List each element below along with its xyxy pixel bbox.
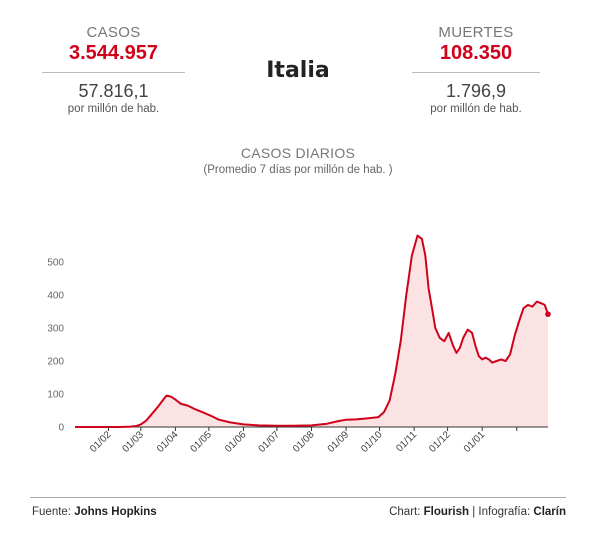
x-tick-label: 01/12: [427, 429, 453, 455]
chart-title: CASOS DIARIOS: [240, 145, 356, 161]
x-tick-label: 01/03: [120, 429, 146, 455]
x-tick-label: 01/05: [189, 429, 215, 455]
x-tick-label: 01/04: [155, 429, 181, 455]
cases-label: CASOS: [86, 24, 141, 41]
y-tick-label: 200: [47, 357, 64, 368]
source-prefix: Fuente:: [32, 506, 71, 518]
x-tick-label: 01/09: [326, 429, 352, 455]
x-tick-label: 01/02: [88, 429, 114, 455]
deaths-per-million: 1.796,9: [445, 81, 507, 101]
x-tick-label: 01/06: [223, 429, 249, 455]
y-tick-label: 500: [47, 258, 64, 269]
chart-subtitle: (Promedio 7 días por millón de hab. ): [203, 164, 393, 176]
infographic-by: Clarín: [533, 506, 566, 518]
deaths-total: 108.350: [439, 42, 513, 64]
x-tick-label: 01/11: [394, 429, 419, 454]
deaths-divider: [412, 72, 540, 73]
daily-cases-chart: 0 100 200 300 400 500 01/02 01/03 01/04 01/05 01/0…: [47, 234, 551, 455]
x-tick-label: 01/07: [257, 429, 283, 455]
y-tick-label: 100: [47, 390, 64, 401]
cases-divider: [42, 72, 185, 73]
deaths-unit: por millón de hab.: [430, 103, 522, 115]
chart-credit: Chart: Flourish | Infografía: Clarín: [389, 506, 566, 518]
y-tick-label: 400: [47, 291, 64, 302]
cases-area: [75, 235, 548, 427]
y-tick-label: 0: [58, 423, 64, 434]
y-tick-label: 300: [47, 324, 64, 335]
cases-per-million: 57.816,1: [78, 81, 149, 101]
infographic-prefix: Infografía:: [478, 506, 531, 518]
source-credit: Fuente: Johns Hopkins: [32, 506, 157, 518]
x-tick-label: 01/10: [359, 429, 385, 455]
cases-unit: por millón de hab.: [67, 103, 160, 115]
x-tick-label: 01/01: [462, 429, 488, 455]
cases-stat: CASOS 3.544.957 57.816,1 por millón de h…: [42, 24, 185, 115]
cases-total: 3.544.957: [69, 42, 158, 64]
source-name: Johns Hopkins: [74, 506, 157, 518]
x-tick-label: 01/08: [291, 429, 317, 455]
credit-separator: |: [472, 506, 476, 518]
country-title: Italia: [266, 58, 330, 83]
chart-tool: Flourish: [423, 506, 469, 518]
deaths-label: MUERTES: [438, 24, 514, 41]
deaths-stat: MUERTES 108.350 1.796,9 por millón de ha…: [412, 24, 540, 115]
last-value-marker: [545, 311, 551, 317]
cases-line: [75, 234, 549, 428]
chart-prefix: Chart:: [389, 506, 421, 518]
footer-divider: [30, 497, 566, 498]
